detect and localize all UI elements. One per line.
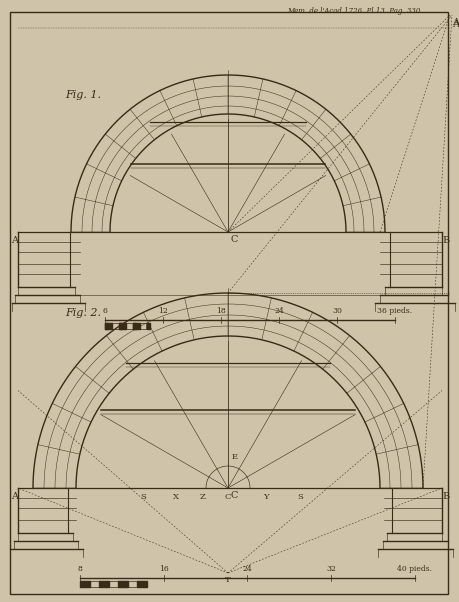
Text: 18: 18 — [216, 307, 225, 315]
Text: 12: 12 — [158, 307, 168, 315]
Text: 32: 32 — [325, 565, 336, 573]
Text: Fig. 1.: Fig. 1. — [65, 90, 101, 100]
Text: 30: 30 — [331, 307, 341, 315]
Text: A: A — [11, 236, 18, 245]
Text: C: C — [230, 235, 238, 244]
Text: 6: 6 — [102, 307, 107, 315]
Text: Mem. de l'Acad.1726. Pl.13. Pag. 330.: Mem. de l'Acad.1726. Pl.13. Pag. 330. — [286, 7, 422, 15]
Text: 16: 16 — [158, 565, 168, 573]
Text: T: T — [225, 576, 230, 584]
Text: A: A — [451, 18, 458, 27]
Text: A: A — [451, 20, 458, 29]
Text: C: C — [230, 491, 238, 500]
Text: Z: Z — [200, 493, 206, 501]
Text: Fig. 2.: Fig. 2. — [65, 308, 101, 318]
Text: 36 pieds.: 36 pieds. — [377, 307, 412, 315]
Text: B: B — [441, 492, 448, 501]
Text: X: X — [173, 493, 179, 501]
Text: Y: Y — [263, 493, 268, 501]
Text: 24: 24 — [242, 565, 252, 573]
Text: 40 pieds.: 40 pieds. — [397, 565, 431, 573]
Text: B: B — [441, 236, 448, 245]
Text: 8: 8 — [78, 565, 82, 573]
Text: S: S — [140, 493, 146, 501]
Text: C: C — [224, 493, 231, 501]
Text: A: A — [11, 492, 18, 501]
Text: 24: 24 — [274, 307, 283, 315]
Text: S: S — [297, 493, 302, 501]
Text: E: E — [231, 453, 238, 461]
